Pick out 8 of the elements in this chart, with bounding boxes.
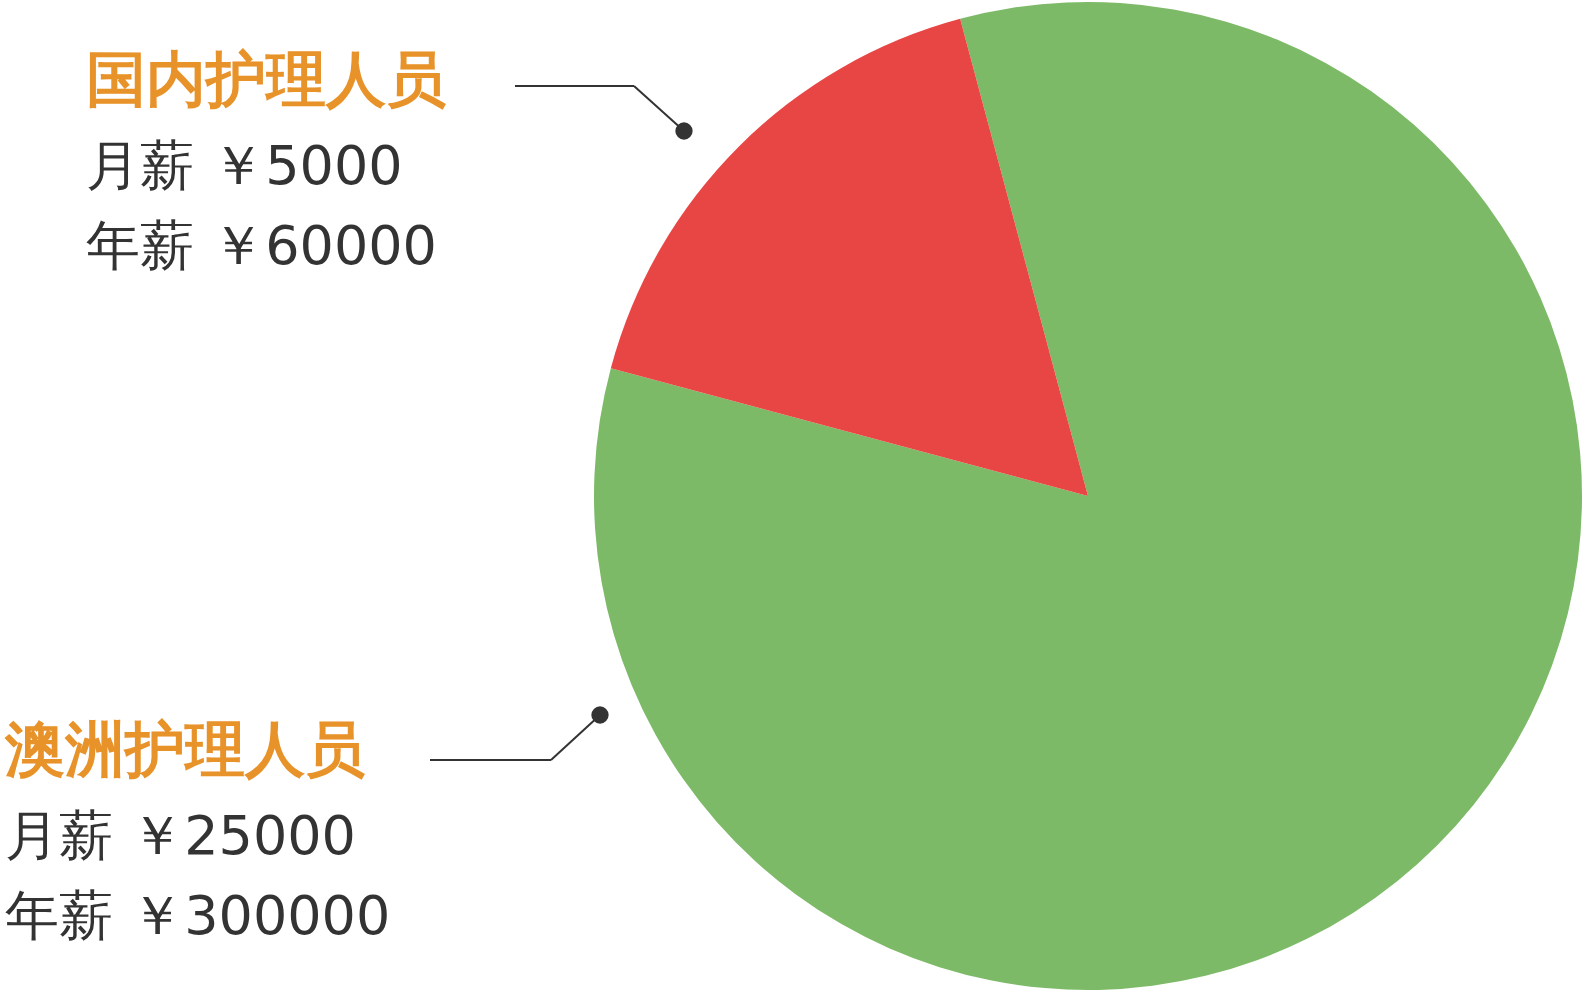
text: 年薪 ￥60000 <box>86 214 437 277</box>
pie-slice <box>610 18 1088 496</box>
data-label: 月薪 ￥5000 <box>86 134 403 197</box>
slice-label: 澳洲护理人员 <box>4 714 365 784</box>
data-label: 月薪 ￥25000 <box>5 804 356 867</box>
text: 年薪 ￥300000 <box>5 884 391 947</box>
slice-label: 国内护理人员 <box>86 44 446 114</box>
pie-slice <box>594 2 1582 990</box>
